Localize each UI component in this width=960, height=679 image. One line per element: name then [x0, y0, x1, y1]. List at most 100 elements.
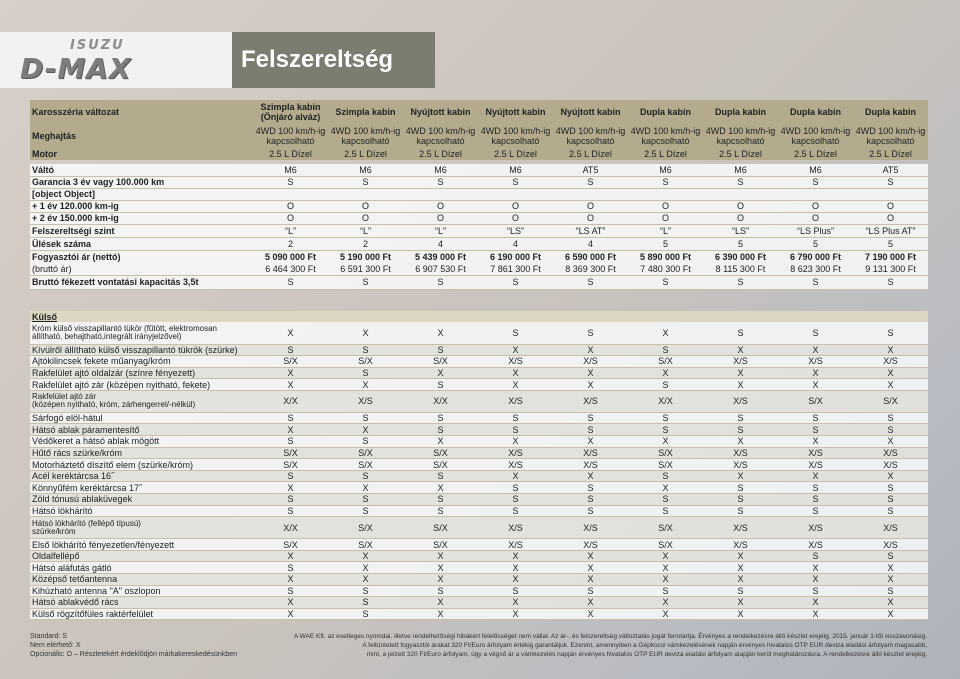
- table-cell: X/S: [853, 447, 928, 460]
- table-cell: X: [328, 550, 403, 563]
- table-cell: X: [403, 573, 478, 586]
- row-label-line: Oldalfellépő: [32, 551, 80, 562]
- row-label-line: Acél keréktárcsa 16˝: [32, 471, 115, 482]
- table-row: + 1 év 120.000 km-ig O O O O O O O O O: [30, 200, 928, 213]
- table-cell: S: [403, 585, 478, 598]
- table-cell: 4WD 100 km/h-ig kapcsolható: [478, 124, 553, 148]
- table-cell: X/S: [478, 538, 553, 551]
- table-row: Hátsó ablakvédő rács X S X X X X X X X: [30, 596, 928, 609]
- table-cell: 7 861 300 Ft: [478, 263, 553, 276]
- table-cell: X: [853, 378, 928, 391]
- table-row: Középső tetőantenna X X X X X X X X X: [30, 573, 928, 586]
- row-label: + 2 év 150.000 km-ig: [30, 212, 253, 225]
- table-cell: S: [778, 275, 853, 290]
- table-cell: S: [703, 505, 778, 518]
- brand-name: ISUZU: [70, 38, 125, 53]
- table-cell: S: [328, 505, 403, 518]
- row-label: Védőkeret a hátsó ablak mögött: [30, 435, 253, 448]
- table-cell: S: [628, 176, 703, 189]
- table-cell: 5: [628, 237, 703, 251]
- table-cell: S: [778, 176, 853, 189]
- table-cell: X: [253, 322, 328, 345]
- table-cell: X: [403, 481, 478, 495]
- table-cell: S/X: [403, 538, 478, 551]
- table-cell: S/X: [328, 355, 403, 368]
- table-cell: X/S: [478, 447, 553, 460]
- table-cell: AT5: [553, 164, 628, 177]
- table-cell: S: [853, 585, 928, 598]
- row-label: (bruttó ár): [30, 263, 253, 276]
- table-row: Rakfelület ajtó zár (középen nyitható, f…: [30, 378, 928, 391]
- table-cell: O: [478, 200, 553, 213]
- table-cell: S/X: [328, 516, 403, 540]
- table-cell: X: [853, 344, 928, 357]
- table-cell: X: [328, 378, 403, 391]
- row-label: Rakfelület ajtó oldalzár (színre fényeze…: [30, 367, 253, 380]
- table-cell: X/S: [328, 390, 403, 413]
- table-cell: X: [703, 344, 778, 357]
- table-cell: X: [703, 435, 778, 448]
- drive-line: 4WD 100 km/h-ig: [705, 126, 776, 136]
- row-label: Könnyűfém keréktárcsa 17˝: [30, 481, 253, 495]
- table-cell: 8 369 300 Ft: [553, 263, 628, 276]
- table-cell: S: [853, 481, 928, 495]
- table-cell: “L”: [403, 224, 478, 238]
- table-cell: X: [553, 435, 628, 448]
- table-cell: X/S: [703, 390, 778, 413]
- table-row: Oldalfellépő X X X X X X X S S: [30, 550, 928, 563]
- table-cell: S: [553, 493, 628, 506]
- table-row: Karosszéria változat Szimpla kabin (Önjáró…: [30, 100, 928, 124]
- header-band: ISUZU D-MAX Felszereltség: [0, 32, 435, 88]
- table-cell: “LS Plus”: [778, 224, 853, 238]
- table-cell: 4WD 100 km/h-ig kapcsolható: [328, 124, 403, 148]
- disclaimer-line-3: mint, a jelzett 320 Ft/Euro árfolyam, úg…: [366, 651, 927, 658]
- table-row: Rakfelület ajtó oldalzár (színre fényeze…: [30, 367, 928, 380]
- table-cell: S: [778, 550, 853, 563]
- table-cell: 7 480 300 Ft: [628, 263, 703, 276]
- table-cell: X: [253, 481, 328, 495]
- disclaimer-line-1: A WAE Kft. az esetleges nyomdai, illetve…: [293, 633, 927, 640]
- row-label-line: Rakfelület ajtó zár: [32, 392, 97, 402]
- table-cell: “LS Plus AT”: [853, 224, 928, 238]
- table-row: Külső rögzítőfüles raktérfelület X S X X X X X X…: [30, 608, 928, 621]
- table-cell: X/S: [703, 458, 778, 471]
- table-cell: S: [253, 493, 328, 506]
- spacer: [30, 289, 928, 311]
- table-cell: S: [703, 423, 778, 437]
- table-cell: 5 890 000 Ft: [628, 250, 703, 263]
- table-cell: 4: [403, 237, 478, 251]
- table-cell: X: [403, 322, 478, 345]
- drive-line: kapcsolható: [791, 136, 840, 146]
- table-cell: X/S: [478, 355, 553, 368]
- table-cell: S: [478, 493, 553, 506]
- table-cell: S: [478, 322, 553, 345]
- row-label-line: Króm külső visszapillantó tükör (fűtött,…: [32, 323, 217, 333]
- table-row: Króm külső visszapillantó tükör (fűtött,…: [30, 322, 928, 345]
- table-cell: S: [778, 585, 853, 598]
- drive-line: kapcsolható: [716, 136, 765, 146]
- table-cell: S: [853, 412, 928, 425]
- table-cell: X/X: [253, 390, 328, 413]
- spec-sheet: Karosszéria változat Szimpla kabin (Önjáró…: [30, 100, 928, 621]
- table-cell: X/S: [853, 355, 928, 368]
- table-cell: S: [778, 412, 853, 425]
- table-cell: O: [553, 212, 628, 225]
- table-cell: M6: [328, 164, 403, 177]
- table-cell: X/S: [553, 538, 628, 551]
- table-cell: X: [853, 367, 928, 380]
- table-cell: S/X: [628, 447, 703, 460]
- table-cell: M6: [628, 164, 703, 177]
- table-cell: S: [778, 493, 853, 506]
- table-row: [object Object]: [30, 188, 928, 201]
- column-header: Nyújtott kabin: [553, 100, 628, 124]
- table-cell: S: [853, 550, 928, 563]
- table-cell: X/S: [778, 355, 853, 368]
- table-cell: S: [778, 505, 853, 518]
- table-cell: 2: [328, 237, 403, 251]
- table-cell: [778, 188, 853, 201]
- table-cell: S: [253, 275, 328, 290]
- table-cell: AT5: [853, 164, 928, 177]
- table-cell: S/X: [253, 355, 328, 368]
- table-cell: X: [703, 608, 778, 621]
- table-cell: X/S: [853, 516, 928, 540]
